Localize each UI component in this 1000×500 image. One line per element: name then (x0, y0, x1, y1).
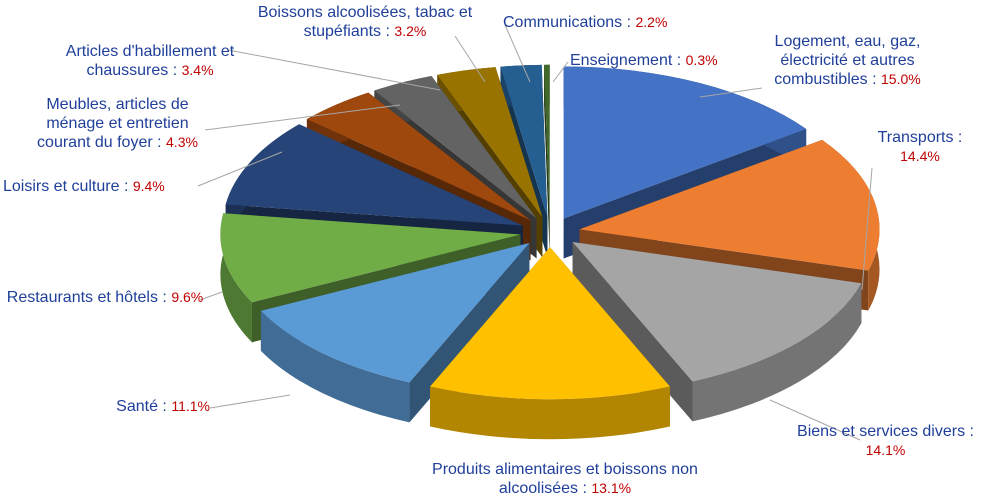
data-label: Enseignement : 0.3% (570, 51, 770, 70)
value-label: 3.2% (394, 23, 427, 39)
leader-line (199, 291, 223, 301)
data-label: Meubles, articles de ménage et entretien… (20, 95, 215, 152)
value-label: 11.1% (171, 398, 210, 414)
slice (544, 64, 550, 217)
value-label: 14.1% (865, 442, 906, 458)
category-name: Biens et services divers : (797, 423, 974, 440)
category-name: Articles d'habillement et chaussures : (65, 43, 235, 79)
slice-wall (430, 386, 670, 440)
data-label: Articles d'habillement et chaussures : 3… (45, 42, 255, 80)
data-label: Santé : 11.1% (80, 397, 210, 416)
value-label: 3.4% (181, 62, 214, 78)
data-label: Produits alimentaires et boissons non al… (420, 460, 710, 498)
slice (306, 92, 531, 221)
data-label: Restaurants et hôtels : 9.6% (5, 288, 205, 307)
category-name: Transports : (877, 129, 963, 146)
value-label: 2.2% (635, 14, 668, 30)
value-label: 14.4% (900, 148, 940, 164)
leader-line (197, 151, 283, 187)
slice (374, 76, 537, 219)
category-name: Produits alimentaires et boissons non al… (432, 461, 698, 497)
value-label: 4.3% (166, 134, 198, 150)
slice (437, 67, 543, 218)
slice (430, 247, 670, 400)
slice-wall (220, 213, 252, 343)
slice (260, 243, 530, 383)
category-name: Restaurants et hôtels : (6, 289, 167, 306)
data-label: Boissons alcoolisées, tabac et stupéfian… (255, 3, 475, 41)
slice (572, 241, 862, 422)
category-name: Meubles, articles de ménage et entretien… (37, 96, 189, 151)
slice (544, 64, 550, 257)
slice-wall (692, 283, 862, 422)
slice (563, 66, 807, 219)
slice (572, 241, 862, 382)
category-name: Santé : (116, 398, 167, 415)
leader-line (209, 394, 291, 409)
data-label: Loisirs et culture : 9.4% (3, 177, 203, 196)
value-label: 0.3% (685, 52, 718, 68)
leader-line (769, 399, 861, 441)
leader-line (504, 24, 531, 83)
leader-line (454, 35, 486, 83)
leader-line (861, 167, 873, 291)
slice (430, 247, 670, 440)
category-name: Communications : (503, 14, 632, 31)
data-label: Communications : 2.2% (503, 13, 703, 32)
value-label: 13.1% (591, 480, 632, 496)
slice (500, 64, 548, 217)
data-label: Biens et services divers : 14.1% (778, 422, 993, 460)
value-label: 9.6% (171, 289, 204, 305)
leader-line (227, 49, 441, 91)
slice (220, 213, 521, 303)
category-name: Loisirs et culture : (3, 178, 129, 195)
leader-line (699, 87, 763, 98)
slice (225, 124, 523, 226)
leader-line (552, 61, 569, 83)
leader-line (204, 104, 401, 131)
category-name: Enseignement : (570, 52, 682, 69)
value-label: 9.4% (132, 178, 165, 194)
data-label: Transports : 14.4% (870, 128, 970, 166)
value-label: 15.0% (881, 71, 921, 87)
category-name: Logement, eau, gaz, électricité et autre… (774, 33, 921, 88)
slice-side (572, 241, 693, 422)
slice (579, 139, 880, 271)
slice-side (544, 64, 550, 257)
slice-wall (260, 310, 410, 423)
category-name: Boissons alcoolisées, tabac et stupéfian… (257, 4, 473, 40)
data-label: Logement, eau, gaz, électricité et autre… (755, 32, 940, 89)
